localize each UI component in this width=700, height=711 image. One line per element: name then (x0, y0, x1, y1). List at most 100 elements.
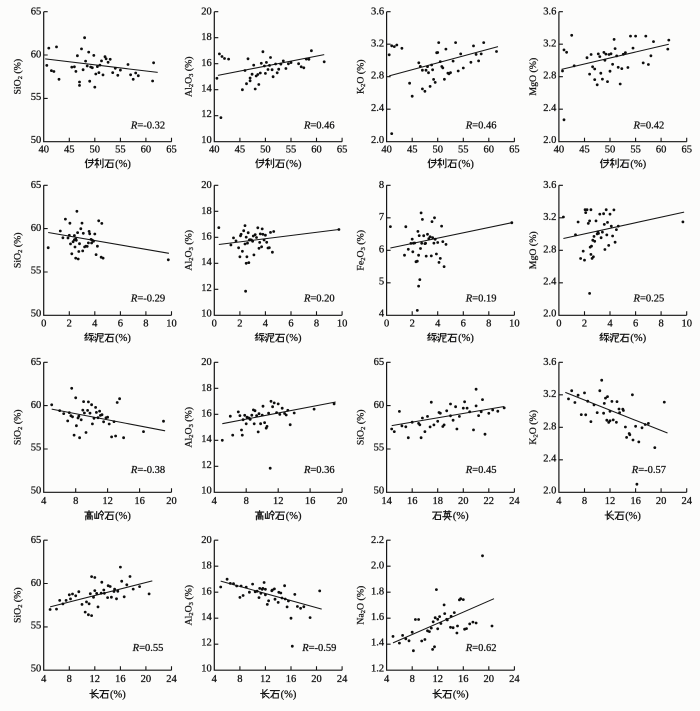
svg-text:0: 0 (556, 319, 561, 330)
svg-text:18: 18 (432, 496, 443, 507)
svg-text:R=0.19: R=0.19 (465, 294, 497, 305)
svg-text:R=-0.32: R=-0.32 (130, 121, 165, 132)
svg-text:SiO2 (%): SiO2 (%) (13, 59, 25, 95)
svg-text:16: 16 (134, 496, 145, 507)
svg-text:6: 6 (461, 319, 466, 330)
svg-text:(%): (%) (453, 689, 469, 700)
svg-text:3.2: 3.2 (543, 389, 556, 400)
svg-text:1.8: 1.8 (371, 586, 384, 597)
svg-text:60: 60 (311, 145, 322, 156)
svg-text:2.0: 2.0 (543, 135, 556, 146)
svg-text:10: 10 (166, 319, 177, 330)
svg-text:(%): (%) (286, 511, 302, 522)
svg-text:6: 6 (633, 319, 638, 330)
svg-text:(%): (%) (281, 689, 297, 700)
svg-text:20: 20 (201, 535, 212, 546)
svg-text:2.4: 2.4 (543, 103, 557, 114)
svg-text:55: 55 (31, 443, 42, 454)
svg-text:0: 0 (41, 319, 46, 330)
svg-text:45: 45 (407, 145, 418, 156)
svg-text:3.2: 3.2 (543, 212, 556, 223)
svg-text:55: 55 (630, 145, 641, 156)
svg-text:8: 8 (582, 496, 587, 507)
svg-text:55: 55 (374, 443, 385, 454)
svg-text:10: 10 (681, 319, 692, 330)
svg-text:(%): (%) (110, 689, 126, 700)
svg-text:R=0.55: R=0.55 (132, 643, 164, 654)
svg-text:4: 4 (556, 496, 562, 507)
svg-text:20: 20 (337, 496, 348, 507)
svg-text:65: 65 (31, 535, 42, 546)
svg-text:24: 24 (681, 496, 692, 507)
svg-text:12: 12 (201, 109, 212, 120)
svg-text:4: 4 (92, 319, 98, 330)
svg-text:3.6: 3.6 (371, 7, 384, 18)
svg-text:R=-0.59: R=-0.59 (301, 643, 336, 654)
svg-text:K2O (%): K2O (%) (356, 59, 368, 94)
svg-text:22: 22 (484, 496, 495, 507)
svg-text:18: 18 (201, 32, 212, 43)
svg-text:55: 55 (458, 145, 469, 156)
svg-text:12: 12 (201, 638, 212, 649)
svg-text:20: 20 (201, 7, 212, 18)
svg-text:4: 4 (212, 674, 218, 685)
svg-text:40: 40 (209, 145, 220, 156)
svg-text:60: 60 (141, 145, 152, 156)
svg-text:50: 50 (31, 309, 42, 320)
svg-text:16: 16 (201, 586, 212, 597)
svg-text:Al2O3 (%): Al2O3 (%) (183, 585, 195, 626)
svg-text:12: 12 (90, 674, 101, 685)
svg-text:0: 0 (384, 319, 389, 330)
svg-text:R=0.20: R=0.20 (303, 294, 335, 305)
svg-text:3.6: 3.6 (543, 180, 556, 191)
svg-text:14: 14 (201, 434, 212, 445)
svg-text:R=-0.38: R=-0.38 (130, 465, 165, 476)
svg-text:(%): (%) (458, 159, 474, 170)
svg-text:R=0.36: R=0.36 (303, 465, 335, 476)
svg-text:SiO2 (%): SiO2 (%) (13, 587, 25, 623)
svg-text:(%): (%) (630, 159, 646, 170)
svg-text:20: 20 (458, 496, 469, 507)
svg-text:MgO (%): MgO (%) (528, 58, 539, 96)
svg-text:50: 50 (374, 486, 385, 497)
svg-text:16: 16 (115, 674, 126, 685)
svg-text:12: 12 (432, 674, 443, 685)
svg-text:3.6: 3.6 (543, 357, 556, 368)
svg-text:60: 60 (31, 49, 42, 60)
svg-text:60: 60 (31, 400, 42, 411)
svg-text:SiO2 (%): SiO2 (%) (356, 409, 368, 445)
svg-text:55: 55 (115, 145, 126, 156)
svg-text:6: 6 (379, 244, 384, 255)
svg-text:4: 4 (41, 674, 47, 685)
svg-text:R=0.45: R=0.45 (465, 465, 497, 476)
svg-text:2.8: 2.8 (371, 71, 384, 82)
svg-text:20: 20 (311, 674, 322, 685)
svg-text:R=-0.57: R=-0.57 (631, 465, 666, 476)
svg-text:2: 2 (237, 319, 242, 330)
svg-text:20: 20 (484, 674, 495, 685)
svg-text:55: 55 (286, 145, 297, 156)
svg-text:40: 40 (38, 145, 49, 156)
svg-text:SiO2 (%): SiO2 (%) (13, 232, 25, 268)
svg-text:50: 50 (432, 145, 443, 156)
svg-text:24: 24 (337, 674, 348, 685)
svg-text:1.4: 1.4 (371, 638, 385, 649)
svg-text:8: 8 (244, 496, 249, 507)
svg-text:55: 55 (31, 92, 42, 103)
svg-text:Al2O3 (%): Al2O3 (%) (183, 56, 195, 97)
svg-text:(%): (%) (286, 159, 302, 170)
svg-text:4: 4 (384, 674, 390, 685)
svg-text:20: 20 (141, 674, 152, 685)
svg-text:50: 50 (605, 145, 616, 156)
svg-text:2.0: 2.0 (543, 309, 556, 320)
svg-text:20: 20 (201, 180, 212, 191)
svg-text:16: 16 (458, 674, 469, 685)
svg-text:40: 40 (554, 145, 565, 156)
svg-text:8: 8 (379, 180, 384, 191)
svg-text:(%): (%) (458, 333, 474, 344)
svg-text:55: 55 (31, 266, 42, 277)
svg-text:16: 16 (201, 58, 212, 69)
svg-text:2.4: 2.4 (543, 453, 557, 464)
svg-text:2: 2 (410, 319, 415, 330)
svg-text:(%): (%) (453, 511, 469, 522)
